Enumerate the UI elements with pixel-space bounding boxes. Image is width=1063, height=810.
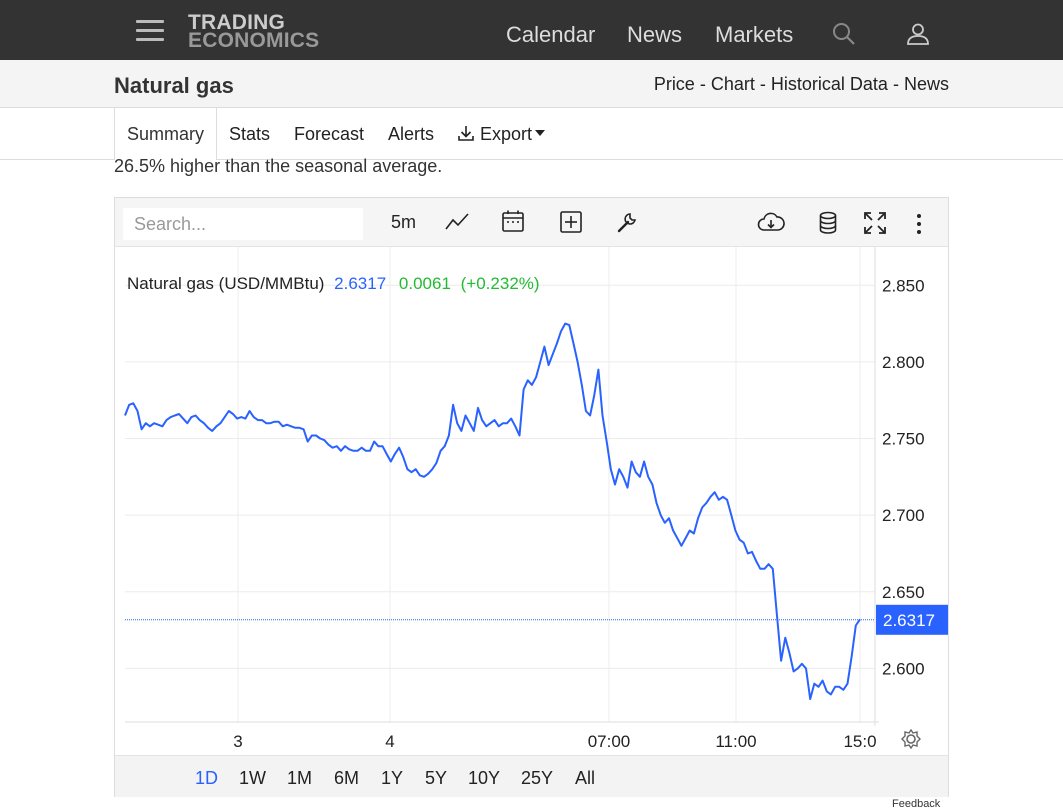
- intro-text: 26.5% higher than the seasonal average.: [114, 156, 443, 176]
- range-1w[interactable]: 1W: [239, 768, 266, 788]
- y-tick-label: 2.650: [882, 583, 925, 602]
- legend-price: 2.6317: [334, 274, 386, 293]
- range-1m[interactable]: 1M: [287, 768, 313, 788]
- feedback-link[interactable]: Feedback: [892, 798, 941, 810]
- chart-widget: 5m: [114, 197, 949, 797]
- price-chart[interactable]: 2.850 2.800 2.750 2.700 2.650 2.600 3 4 07:00 11…: [115, 247, 948, 755]
- series-line: [124, 322, 861, 700]
- y-tick-label: 2.700: [882, 506, 925, 525]
- range-selector: 1D 1W 1M 6M 1Y 5Y 10Y 25Y All: [115, 755, 948, 797]
- crumb-news[interactable]: News: [903, 74, 949, 94]
- x-tick-label: 15:0: [843, 732, 876, 751]
- chart-settings-icon[interactable]: [901, 728, 921, 750]
- interval-selector[interactable]: 5m: [391, 212, 417, 232]
- nav-markets[interactable]: Markets: [715, 22, 794, 47]
- section-tabs: Summary Stats Forecast Alerts Export: [0, 108, 1063, 160]
- y-axis: 2.850 2.800 2.750 2.700 2.650 2.600: [882, 276, 925, 678]
- crumb-chart[interactable]: Chart: [710, 74, 755, 94]
- range-1d[interactable]: 1D: [195, 768, 219, 788]
- database-icon[interactable]: [818, 211, 838, 235]
- chart-legend: Natural gas (USD/MMBtu) 2.6317 0.0061 (+…: [127, 274, 540, 293]
- x-axis: 3 4 07:00 11:00 15:0: [233, 732, 876, 751]
- y-tick-label: 2.850: [882, 276, 925, 295]
- export-label: Export: [480, 124, 533, 144]
- more-options-icon[interactable]: [915, 213, 923, 235]
- cloud-download-icon[interactable]: [757, 211, 785, 233]
- range-all[interactable]: All: [575, 768, 596, 788]
- last-price-label: 2.6317: [883, 611, 935, 630]
- tab-export[interactable]: Export: [457, 108, 546, 160]
- hamburger-icon[interactable]: [136, 18, 164, 44]
- crumb-historical-data[interactable]: Historical Data: [770, 74, 888, 94]
- logo-line1: TRADING: [188, 11, 286, 34]
- x-tick-label: 11:00: [715, 732, 756, 751]
- legend-change-pct: (+0.232%): [461, 274, 540, 293]
- chart-grid: [125, 247, 879, 726]
- user-icon[interactable]: [906, 22, 930, 46]
- crumb-separator: -: [759, 74, 766, 94]
- crumb-separator: -: [699, 74, 706, 94]
- legend-name: Natural gas (USD/MMBtu): [127, 274, 324, 293]
- y-tick-label: 2.750: [882, 430, 925, 449]
- range-1y[interactable]: 1Y: [381, 768, 404, 788]
- tab-alerts[interactable]: Alerts: [388, 124, 435, 144]
- x-tick-label: 07:00: [588, 732, 631, 751]
- add-indicator-icon[interactable]: [560, 211, 582, 233]
- search-icon[interactable]: [832, 22, 856, 46]
- subheader: Natural gas Price - Chart - Historical D…: [0, 60, 1063, 108]
- crumb-separator: -: [892, 74, 899, 94]
- y-tick-label: 2.800: [882, 353, 925, 372]
- tab-stats[interactable]: Stats: [229, 124, 271, 144]
- range-5y[interactable]: 5Y: [425, 768, 448, 788]
- page-title: Natural gas: [114, 73, 234, 98]
- last-price-badge: [876, 604, 948, 635]
- wrench-icon[interactable]: [615, 211, 639, 235]
- range-6m[interactable]: 6M: [334, 768, 360, 788]
- nav-calendar[interactable]: Calendar: [506, 22, 596, 47]
- top-navbar: TRADING ECONOMICS Calendar News Markets: [0, 0, 1063, 60]
- chart-toolbar: 5m: [115, 198, 948, 247]
- tab-summary[interactable]: Summary: [114, 108, 217, 160]
- x-tick-label: 4: [385, 732, 394, 751]
- range-10y[interactable]: 10Y: [468, 768, 501, 788]
- calendar-icon[interactable]: [501, 209, 525, 233]
- site-logo[interactable]: TRADING ECONOMICS: [188, 11, 320, 52]
- range-25y[interactable]: 25Y: [521, 768, 554, 788]
- crumb-price[interactable]: Price: [653, 74, 695, 94]
- logo-line2: ECONOMICS: [188, 29, 320, 52]
- chevron-down-icon: [535, 130, 546, 137]
- download-icon: [458, 126, 474, 141]
- fullscreen-icon[interactable]: [863, 211, 887, 235]
- nav-news[interactable]: News: [627, 22, 683, 47]
- y-tick-label: 2.600: [882, 659, 925, 678]
- x-tick-label: 3: [233, 732, 242, 751]
- symbol-search-input[interactable]: [123, 208, 363, 240]
- tab-forecast[interactable]: Forecast: [294, 124, 365, 144]
- line-chart-icon[interactable]: [444, 211, 470, 233]
- legend-change: 0.0061: [399, 274, 451, 293]
- breadcrumb: Price - Chart - Historical Data - News: [654, 74, 949, 95]
